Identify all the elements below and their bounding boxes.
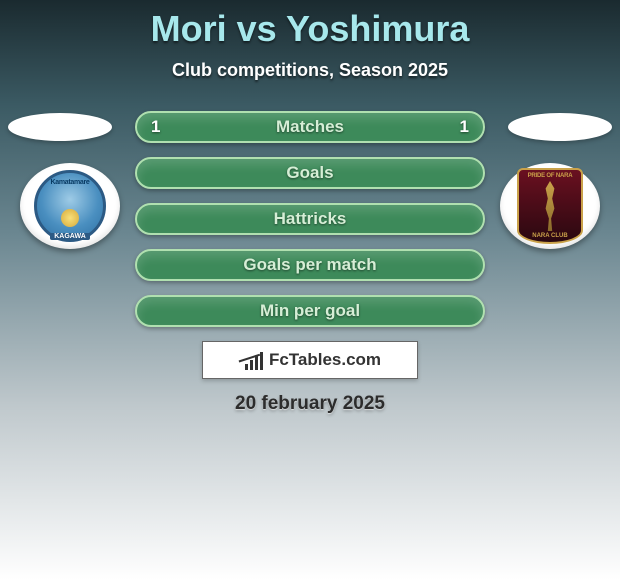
footer-logo-box: FcTables.com	[202, 341, 418, 379]
stat-label: Hattricks	[274, 209, 347, 229]
comparison-area: Kamatamare KAGAWA PRIDE OF NARA NARA CLU…	[0, 111, 620, 415]
stat-label: Min per goal	[260, 301, 360, 321]
stat-pill: 1 Matches 1	[135, 111, 485, 143]
stat-label: Goals per match	[243, 255, 376, 275]
footer-logo-text: FcTables.com	[269, 350, 381, 370]
stat-label: Goals	[286, 163, 333, 183]
stat-rows: 1 Matches 1 Goals Hattricks Goals per match Mi…	[0, 111, 620, 329]
stat-pill: Hattricks	[135, 203, 485, 235]
stat-label: Matches	[276, 117, 344, 137]
stat-row: Goals per match	[0, 249, 620, 283]
stat-pill: Min per goal	[135, 295, 485, 327]
logo-bars-icon	[245, 350, 263, 370]
page-title: Mori vs Yoshimura	[0, 0, 620, 50]
stat-pill: Goals per match	[135, 249, 485, 281]
stat-row: Min per goal	[0, 295, 620, 329]
stat-pill: Goals	[135, 157, 485, 189]
subtitle: Club competitions, Season 2025	[0, 60, 620, 81]
stat-left-value: 1	[151, 117, 160, 137]
stat-right-value: 1	[460, 117, 469, 137]
stat-row: Goals	[0, 157, 620, 191]
date-line: 20 february 2025	[0, 393, 620, 415]
stat-row: 1 Matches 1	[0, 111, 620, 145]
stat-row: Hattricks	[0, 203, 620, 237]
